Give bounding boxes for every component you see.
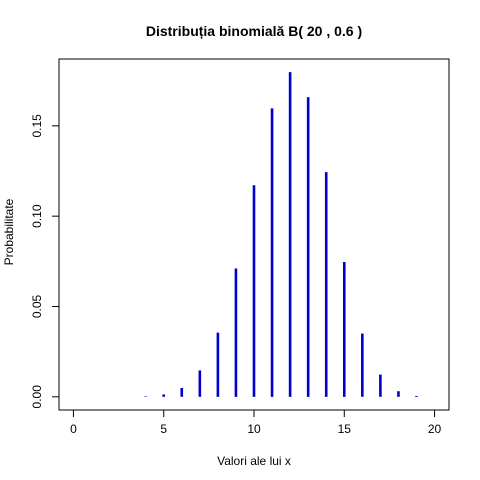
- chart-title: Distribuția binomială B( 20 , 0.6 ): [146, 23, 362, 39]
- x-tick-label: 0: [70, 422, 77, 436]
- bars-group: [144, 72, 418, 397]
- y-axis-label: Probabilitate: [2, 198, 16, 265]
- x-axis-label: Valori ale lui x: [217, 454, 291, 468]
- y-tick-label: 0.05: [30, 294, 44, 318]
- x-tick-label: 10: [247, 422, 261, 436]
- y-tick-label: 0.15: [30, 114, 44, 138]
- x-tick-label: 5: [160, 422, 167, 436]
- x-tick-label: 20: [428, 422, 442, 436]
- y-tick-label: 0.10: [30, 204, 44, 228]
- x-axis: 0 5 10 15 20: [70, 409, 442, 436]
- y-axis: 0.00 0.05 0.10 0.15: [30, 114, 60, 409]
- y-tick-label: 0.00: [30, 385, 44, 409]
- x-tick-label: 15: [338, 422, 352, 436]
